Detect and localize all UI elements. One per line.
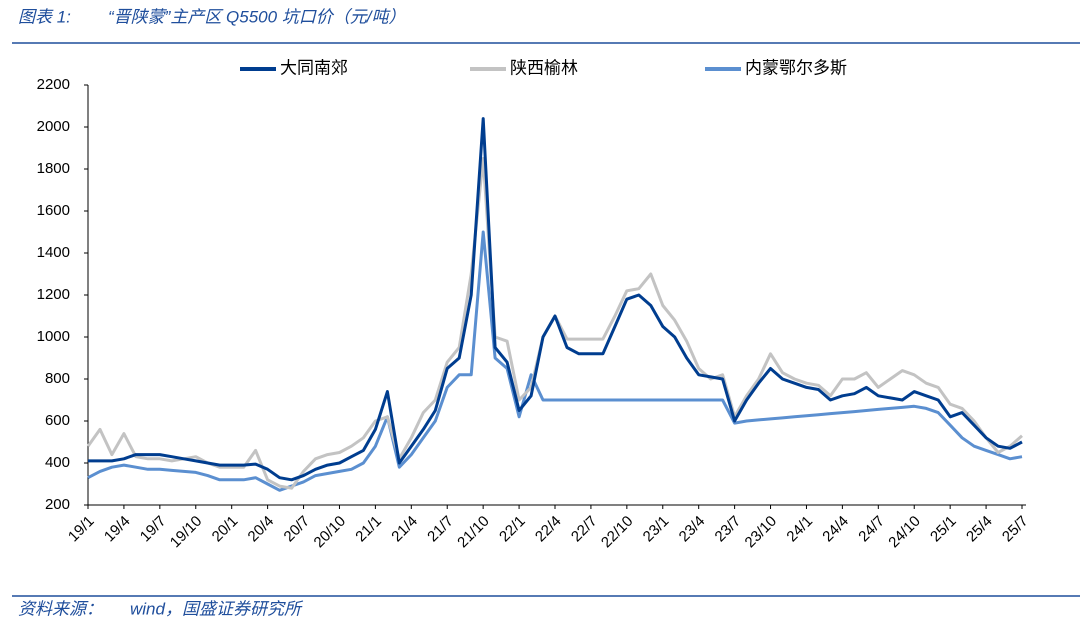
x-tick-label: 23/4 (676, 513, 709, 546)
x-tick-label: 22/1 (496, 513, 529, 546)
y-tick-label: 400 (45, 454, 70, 471)
x-tick-label: 23/1 (640, 513, 673, 546)
y-tick-label: 2000 (37, 118, 70, 135)
x-tick-label: 20/10 (311, 513, 350, 552)
y-tick-label: 800 (45, 370, 70, 387)
x-tick-label: 24/1 (783, 513, 816, 546)
x-tick-label: 20/4 (245, 513, 278, 546)
x-tick-label: 24/4 (819, 513, 852, 546)
source: wind，国盛证券研究所 (130, 599, 304, 618)
legend-label: 大同南郊 (280, 58, 348, 77)
chart-title: “晋陕蒙”主产区 Q5500 坑口价（元/吨） (108, 7, 406, 26)
x-tick-label: 19/7 (137, 513, 170, 546)
source-label: 资料来源： (18, 599, 103, 618)
x-tick-label: 25/7 (999, 513, 1032, 546)
x-tick-label: 23/10 (742, 513, 781, 552)
y-tick-label: 1600 (37, 202, 70, 219)
x-tick-label: 24/7 (855, 513, 888, 546)
x-tick-label: 22/10 (598, 513, 637, 552)
series-line (87, 230, 1023, 492)
x-tick-label: 20/1 (209, 513, 242, 546)
x-tick-label: 19/1 (65, 513, 98, 546)
x-tick-label: 22/4 (532, 513, 565, 546)
x-tick-label: 19/10 (167, 513, 206, 552)
y-tick-label: 1800 (37, 160, 70, 177)
series-line (86, 157, 1023, 490)
x-tick-label: 21/4 (388, 513, 421, 546)
x-tick-label: 21/1 (352, 513, 385, 546)
x-tick-label: 23/7 (712, 513, 745, 546)
series-line (88, 117, 1023, 482)
y-tick-label: 2200 (37, 76, 70, 93)
x-tick-label: 20/7 (281, 513, 314, 546)
x-tick-label: 24/10 (885, 513, 924, 552)
x-tick-label: 22/7 (568, 513, 601, 546)
y-tick-label: 1400 (37, 244, 70, 261)
legend-label: 陕西榆林 (510, 58, 578, 77)
y-tick-label: 600 (45, 412, 70, 429)
legend-label: 内蒙鄂尔多斯 (745, 58, 847, 77)
y-tick-label: 200 (45, 496, 70, 513)
y-tick-label: 1200 (37, 286, 70, 303)
chart-label: 图表 1: (18, 7, 71, 26)
y-tick-label: 1000 (37, 328, 70, 345)
x-tick-label: 19/4 (101, 513, 134, 546)
x-tick-label: 25/4 (963, 513, 996, 546)
x-tick-label: 25/1 (927, 513, 960, 546)
x-tick-label: 21/10 (454, 513, 493, 552)
x-tick-label: 21/7 (424, 513, 457, 546)
